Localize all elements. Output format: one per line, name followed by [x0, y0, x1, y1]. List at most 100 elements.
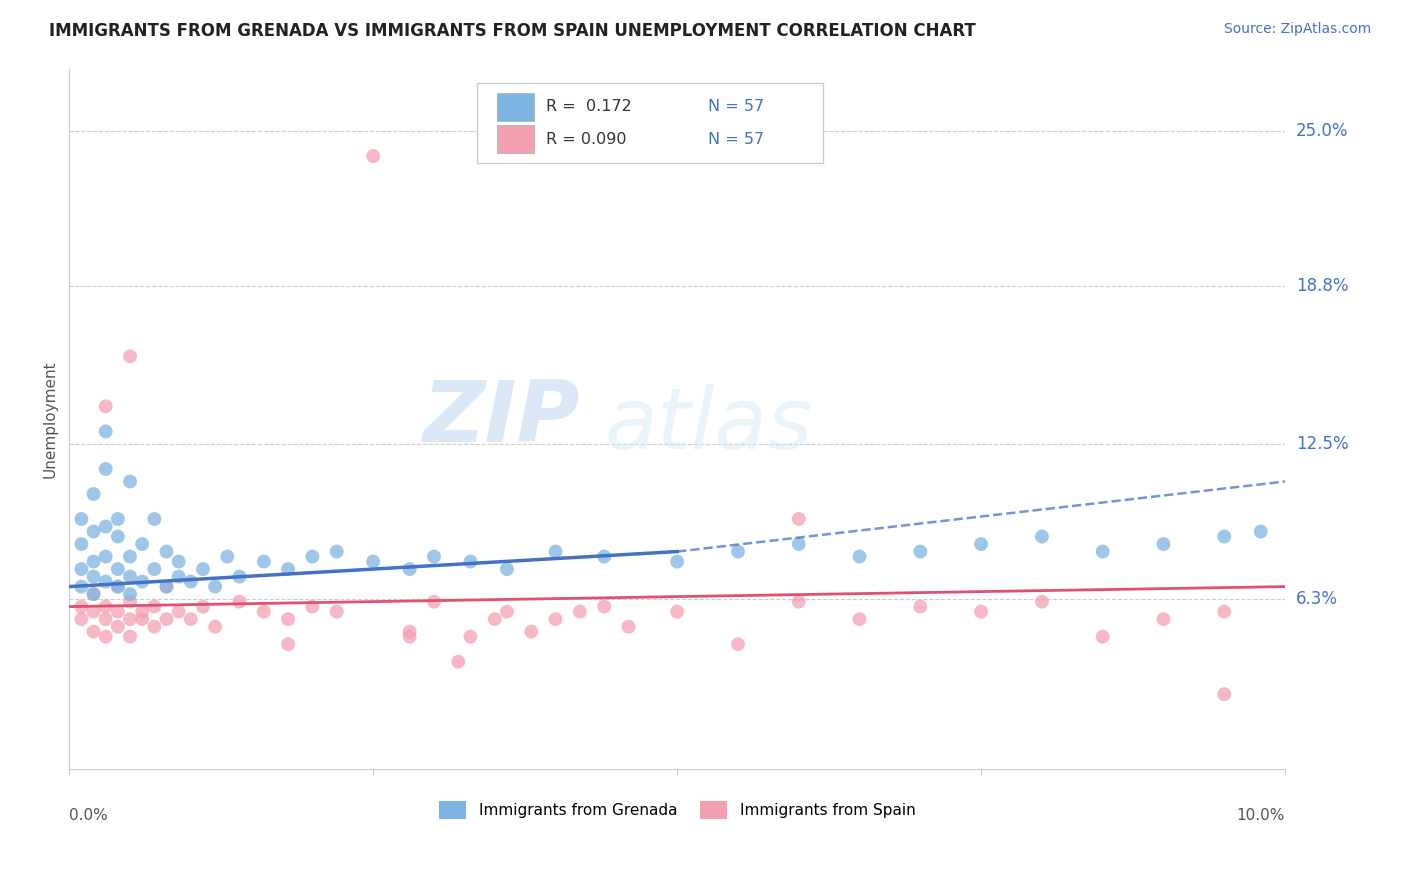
Point: [361, 555, 384, 569]
Point: [1091, 544, 1114, 558]
Text: 18.8%: 18.8%: [1296, 277, 1348, 295]
Point: [131, 574, 153, 589]
Point: [83, 587, 105, 601]
Text: R =  0.172: R = 0.172: [546, 99, 631, 114]
Text: Source: ZipAtlas.com: Source: ZipAtlas.com: [1223, 22, 1371, 37]
Point: [593, 549, 616, 564]
Text: atlas: atlas: [605, 384, 813, 467]
Text: 0.0%: 0.0%: [69, 808, 108, 822]
Point: [70, 512, 93, 526]
Point: [910, 544, 932, 558]
Point: [118, 594, 141, 608]
Point: [94, 519, 117, 533]
Point: [118, 587, 141, 601]
Point: [167, 605, 190, 619]
Point: [727, 544, 749, 558]
Point: [131, 537, 153, 551]
Point: [143, 512, 166, 526]
Text: IMMIGRANTS FROM GRENADA VS IMMIGRANTS FROM SPAIN UNEMPLOYMENT CORRELATION CHART: IMMIGRANTS FROM GRENADA VS IMMIGRANTS FR…: [49, 22, 976, 40]
Point: [83, 569, 105, 583]
Point: [325, 544, 347, 558]
Point: [398, 624, 420, 639]
Text: 12.5%: 12.5%: [1296, 435, 1348, 453]
Point: [568, 605, 591, 619]
Point: [167, 555, 190, 569]
Point: [423, 549, 446, 564]
Point: [83, 524, 105, 539]
Text: N = 57: N = 57: [707, 99, 763, 114]
Point: [544, 544, 567, 558]
Point: [217, 549, 239, 564]
Point: [593, 599, 616, 614]
Point: [143, 620, 166, 634]
Point: [155, 580, 177, 594]
Point: [301, 549, 323, 564]
Point: [277, 612, 299, 626]
Y-axis label: Unemployment: Unemployment: [44, 360, 58, 478]
Point: [131, 605, 153, 619]
Point: [666, 605, 689, 619]
Point: [94, 462, 117, 476]
Point: [167, 569, 190, 583]
FancyBboxPatch shape: [498, 125, 534, 153]
Legend: Immigrants from Grenada, Immigrants from Spain: Immigrants from Grenada, Immigrants from…: [433, 795, 921, 825]
Point: [94, 630, 117, 644]
Point: [496, 605, 519, 619]
Point: [70, 580, 93, 594]
Point: [253, 605, 276, 619]
Point: [1031, 594, 1053, 608]
Point: [496, 562, 519, 576]
Point: [70, 562, 93, 576]
Point: [228, 594, 250, 608]
Point: [118, 630, 141, 644]
Point: [398, 630, 420, 644]
Text: N = 57: N = 57: [707, 131, 763, 146]
Point: [180, 612, 202, 626]
Point: [107, 512, 129, 526]
FancyBboxPatch shape: [498, 93, 534, 120]
Point: [118, 612, 141, 626]
Point: [107, 580, 129, 594]
Point: [361, 149, 384, 163]
Point: [666, 555, 689, 569]
Point: [94, 599, 117, 614]
Point: [131, 612, 153, 626]
Point: [727, 637, 749, 651]
Point: [1031, 530, 1053, 544]
Point: [544, 612, 567, 626]
Point: [787, 537, 810, 551]
Point: [191, 562, 214, 576]
Point: [787, 512, 810, 526]
Point: [83, 587, 105, 601]
Point: [848, 549, 870, 564]
Point: [447, 655, 470, 669]
Point: [1091, 630, 1114, 644]
Point: [107, 580, 129, 594]
Point: [484, 612, 506, 626]
Point: [460, 555, 482, 569]
Point: [1153, 612, 1175, 626]
Point: [94, 400, 117, 414]
Point: [143, 599, 166, 614]
Point: [83, 624, 105, 639]
Point: [94, 574, 117, 589]
Point: [787, 594, 810, 608]
Point: [94, 425, 117, 439]
Point: [107, 562, 129, 576]
Point: [204, 580, 226, 594]
Point: [228, 569, 250, 583]
Point: [277, 637, 299, 651]
Point: [155, 544, 177, 558]
Text: 6.3%: 6.3%: [1296, 591, 1339, 608]
Point: [253, 555, 276, 569]
Point: [970, 537, 993, 551]
FancyBboxPatch shape: [477, 83, 823, 163]
Point: [910, 599, 932, 614]
Point: [1213, 530, 1236, 544]
Point: [460, 630, 482, 644]
Point: [1153, 537, 1175, 551]
Point: [1250, 524, 1272, 539]
Point: [970, 605, 993, 619]
Point: [118, 349, 141, 363]
Point: [94, 549, 117, 564]
